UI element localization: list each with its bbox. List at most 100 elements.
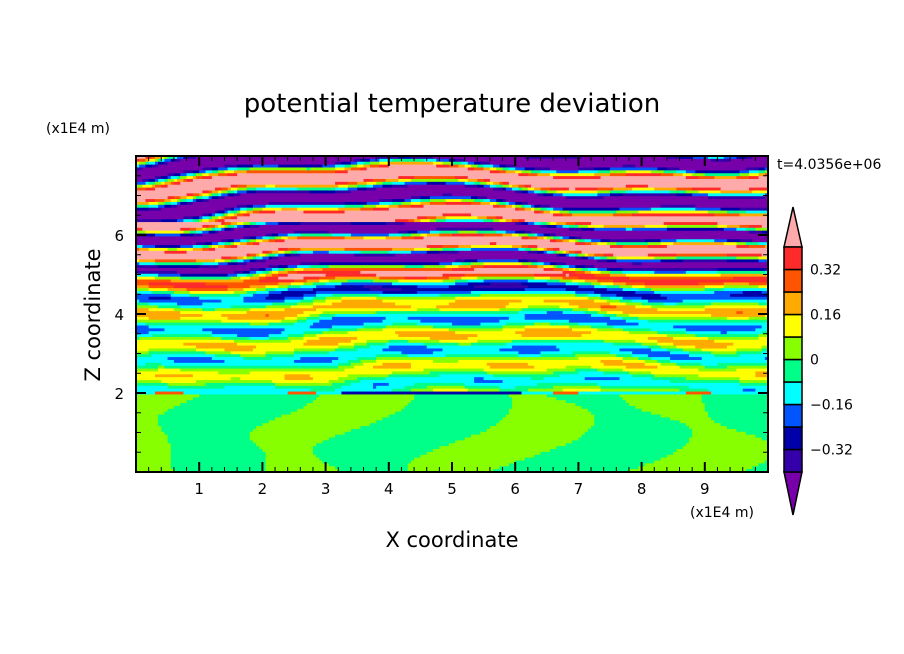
field-cell xyxy=(249,270,257,275)
field-cell xyxy=(196,173,203,177)
field-cell xyxy=(256,239,263,243)
field-cell xyxy=(170,158,175,163)
field-cell xyxy=(578,239,586,243)
field-cell xyxy=(398,204,412,209)
field-cell xyxy=(591,411,652,416)
field-cell xyxy=(294,268,305,272)
field-cell xyxy=(136,331,150,335)
x-tick-label: 7 xyxy=(574,480,584,498)
field-cell xyxy=(556,397,624,401)
field-cell xyxy=(445,354,519,358)
field-cell xyxy=(584,431,693,436)
field-cell xyxy=(524,219,769,223)
field-cell xyxy=(136,265,159,269)
field-cell xyxy=(338,365,355,370)
field-cell xyxy=(177,156,184,160)
field-cell xyxy=(256,236,263,240)
field-cell xyxy=(297,265,311,269)
field-cell xyxy=(196,259,216,263)
field-cell xyxy=(268,265,279,269)
field-cell xyxy=(502,181,510,186)
field-cell xyxy=(600,256,608,261)
field-cell xyxy=(240,293,254,298)
field-cell xyxy=(170,449,263,453)
field-cell xyxy=(464,437,579,441)
field-cell xyxy=(136,328,166,332)
field-cell xyxy=(641,296,668,301)
field-cell xyxy=(452,233,485,238)
field-cell xyxy=(730,158,769,163)
field-cell xyxy=(252,256,257,261)
field-cell xyxy=(568,268,576,272)
field-cell xyxy=(215,210,219,215)
field-cell xyxy=(622,311,737,315)
field-cell xyxy=(136,190,203,194)
field-cell xyxy=(189,293,241,298)
field-cell xyxy=(502,216,769,220)
field-cell xyxy=(736,428,769,433)
field-cell xyxy=(657,308,706,312)
field-cell xyxy=(164,431,251,436)
field-cell xyxy=(215,308,251,312)
field-cell xyxy=(452,322,482,327)
field-cell xyxy=(644,239,662,243)
field-cell xyxy=(745,227,756,232)
field-cell xyxy=(499,181,504,186)
field-cell xyxy=(736,256,760,261)
field-cell xyxy=(758,173,766,177)
field-cell xyxy=(224,222,232,226)
field-cell xyxy=(527,201,769,206)
field-cell xyxy=(376,296,456,301)
field-cell xyxy=(540,354,576,358)
field-cell xyxy=(136,434,169,439)
field-cell xyxy=(391,322,418,327)
field-cell xyxy=(603,314,617,318)
field-cell xyxy=(136,414,159,419)
field-cell xyxy=(616,293,662,298)
field-cell xyxy=(559,374,633,378)
field-cell xyxy=(474,181,482,186)
field-cell xyxy=(322,440,456,444)
field-cell xyxy=(568,273,595,278)
field-cell xyxy=(464,273,535,278)
field-cell xyxy=(382,181,393,186)
field-cell xyxy=(540,210,545,215)
field-cell xyxy=(136,285,150,289)
field-cell xyxy=(161,380,197,384)
field-cell xyxy=(521,201,529,206)
field-cell xyxy=(215,187,222,192)
field-cell xyxy=(382,184,393,189)
field-cell xyxy=(211,167,219,171)
field-cell xyxy=(262,270,270,275)
field-cell xyxy=(139,259,156,263)
field-cell xyxy=(148,247,169,252)
field-cell xyxy=(154,259,197,263)
field-cell xyxy=(136,308,150,312)
field-cell xyxy=(249,322,270,327)
field-cell xyxy=(679,167,747,171)
field-cell xyxy=(180,158,355,163)
field-cell xyxy=(622,245,649,249)
field-cell xyxy=(417,285,450,289)
field-cell xyxy=(587,428,693,433)
field-cell xyxy=(704,365,728,370)
field-cell xyxy=(202,302,273,306)
field-cell xyxy=(136,454,172,459)
field-cell xyxy=(237,216,418,220)
field-cell xyxy=(186,250,263,255)
field-cell xyxy=(496,199,504,203)
field-cell xyxy=(410,460,516,464)
field-cell xyxy=(240,377,286,381)
field-cell xyxy=(499,319,570,324)
field-cell xyxy=(755,371,769,375)
field-cell xyxy=(755,227,769,232)
field-cell xyxy=(312,400,412,404)
field-cell xyxy=(401,408,510,413)
field-cell xyxy=(265,204,346,209)
field-cell xyxy=(701,397,769,401)
field-cell xyxy=(575,403,630,407)
field-cell xyxy=(736,242,747,246)
field-cell xyxy=(192,216,200,220)
field-cell xyxy=(148,204,159,209)
field-cell xyxy=(755,328,769,332)
